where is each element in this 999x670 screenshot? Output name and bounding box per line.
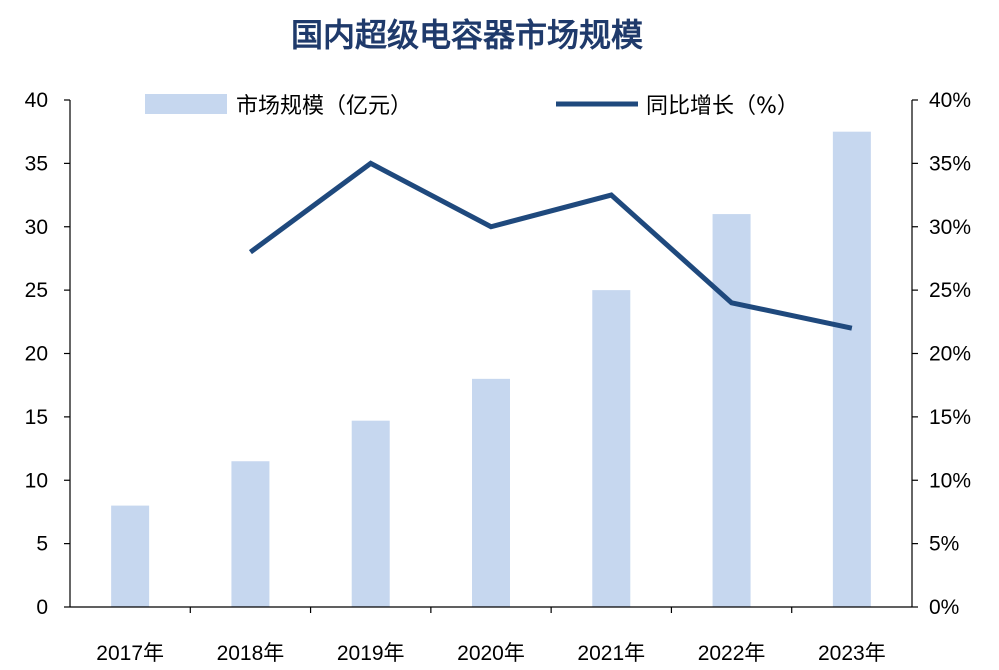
right-tick-label: 25% bbox=[929, 279, 971, 302]
left-tick-label: 25 bbox=[25, 279, 48, 302]
left-tick-label: 30 bbox=[25, 216, 48, 239]
left-tick-label: 10 bbox=[25, 469, 48, 492]
right-axis-ticks: 0% 5% 10% 15% 20% 25% 30% 35% 40% bbox=[912, 89, 971, 619]
x-tick-label: 2020年 bbox=[457, 642, 525, 665]
x-tick-label: 2018年 bbox=[217, 642, 285, 665]
left-tick-label: 35 bbox=[25, 152, 48, 175]
left-tick-label: 15 bbox=[25, 406, 48, 429]
right-tick-label: 0% bbox=[929, 596, 959, 619]
bar-2021年 bbox=[592, 290, 631, 607]
bar-2022年 bbox=[712, 214, 751, 607]
right-tick-label: 30% bbox=[929, 216, 971, 239]
chart-title: 国内超级电容器市场规模 bbox=[291, 16, 643, 54]
x-tick-label: 2017年 bbox=[96, 642, 164, 665]
right-tick-label: 10% bbox=[929, 469, 971, 492]
bar-2023年 bbox=[832, 131, 871, 607]
bar-2020年 bbox=[472, 378, 510, 607]
bar-2017年 bbox=[111, 505, 150, 607]
x-tick-label: 2022年 bbox=[698, 642, 766, 665]
bar-series bbox=[111, 131, 871, 607]
x-tick-label: 2023年 bbox=[818, 642, 886, 665]
x-tick-label: 2019年 bbox=[337, 642, 405, 665]
bar-2018年 bbox=[231, 461, 270, 607]
left-axis-ticks: 0 5 10 15 20 25 30 35 40 bbox=[25, 89, 70, 619]
left-tick-label: 0 bbox=[36, 596, 48, 619]
growth-line bbox=[248, 160, 853, 331]
left-tick-label: 40 bbox=[25, 89, 48, 112]
right-tick-label: 20% bbox=[929, 343, 971, 366]
legend-bar-swatch bbox=[145, 94, 227, 114]
right-tick-label: 5% bbox=[929, 533, 959, 556]
left-tick-label: 20 bbox=[25, 343, 48, 366]
right-tick-label: 35% bbox=[929, 152, 971, 175]
right-tick-label: 40% bbox=[929, 89, 971, 112]
left-tick-label: 5 bbox=[36, 533, 48, 556]
x-axis-ticks: 2017年 2018年 2019年 2020年 2021年 2022年 2023年 bbox=[96, 607, 886, 665]
x-tick-label: 2021年 bbox=[577, 642, 645, 665]
growth-line-series bbox=[248, 160, 853, 331]
right-tick-label: 15% bbox=[929, 406, 971, 429]
bar-2019年 bbox=[351, 420, 390, 607]
legend-bar-label: 市场规模（亿元） bbox=[236, 94, 412, 119]
legend-line-label: 同比增长（%） bbox=[646, 94, 799, 119]
legend: 市场规模（亿元） 同比增长（%） bbox=[145, 94, 799, 119]
